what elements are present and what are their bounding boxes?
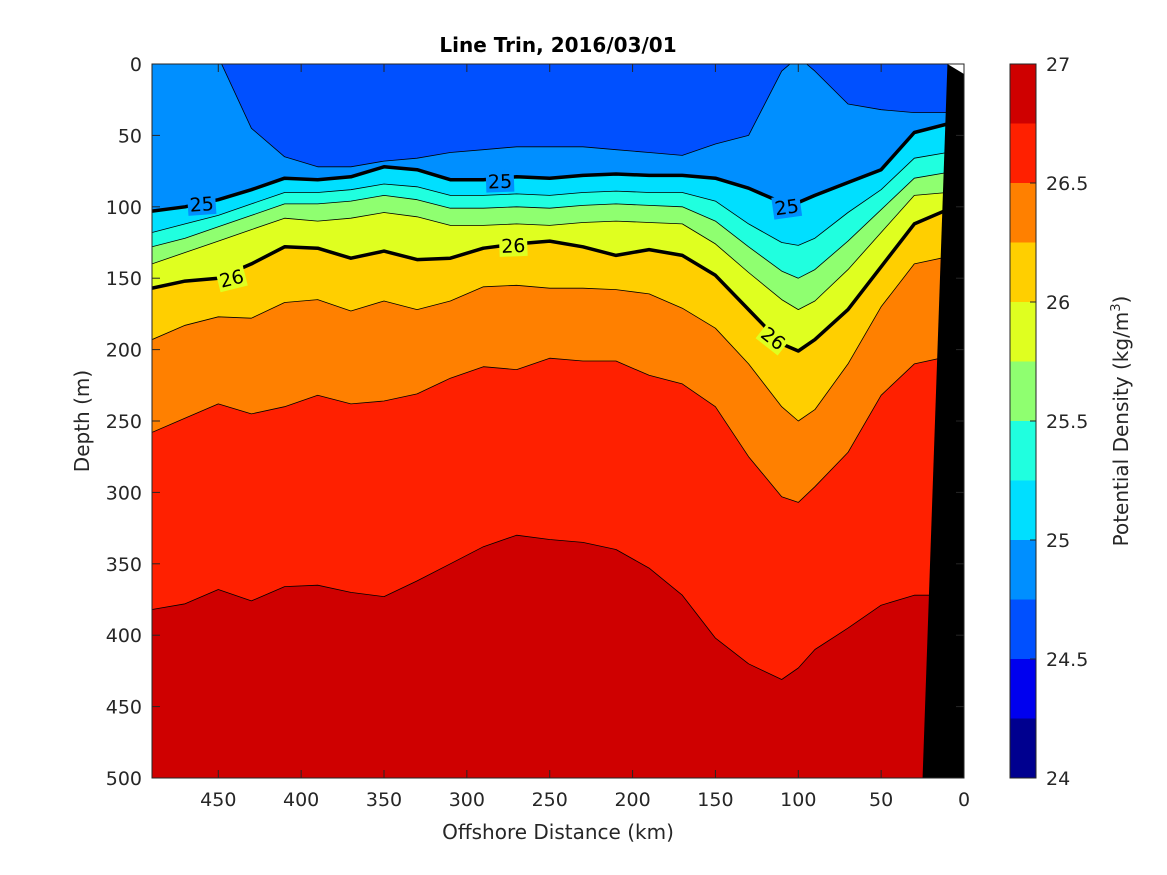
- density-band: [704, 64, 786, 76]
- isopycnal: [152, 192, 964, 310]
- x-tick-label: 0: [958, 789, 970, 811]
- chart-title: Line Trin, 2016/03/01: [439, 33, 676, 57]
- seafloor-mask: [922, 64, 964, 778]
- y-tick-label: 500: [106, 768, 142, 790]
- bathymetry-mask: [922, 64, 964, 778]
- contour-label-text: 25: [488, 171, 513, 194]
- colorbar-segment: [1010, 302, 1036, 362]
- y-tick-label: 100: [106, 197, 142, 219]
- colorbar-segment: [1010, 64, 1036, 124]
- density-band: [152, 535, 964, 778]
- bold-contour-lines: [152, 122, 964, 353]
- colorbar-tick-label: 24: [1046, 768, 1070, 790]
- colorbar-tick-label: 24.5: [1046, 649, 1088, 671]
- x-tick-label: 100: [780, 789, 816, 811]
- y-tick-label: 400: [106, 625, 142, 647]
- x-axis-label: Offshore Distance (km): [442, 820, 674, 844]
- y-tick-label: 150: [106, 268, 142, 290]
- y-tick-label: 250: [106, 411, 142, 433]
- colorbar-segment: [1010, 718, 1036, 778]
- x-tick-label: 350: [366, 789, 402, 811]
- y-axis-label: Depth (m): [70, 370, 94, 472]
- isopycnal: [152, 256, 964, 422]
- contour-label: 25: [485, 169, 515, 194]
- y-tick-label: 450: [106, 697, 142, 719]
- colorbar-tick-label: 26: [1046, 292, 1070, 314]
- colorbar-ticks: 24 24.5 25 25.5 26 26.5 27: [1030, 54, 1088, 790]
- colorbar-tick-label: 26.5: [1046, 173, 1088, 195]
- plot-area: [152, 64, 964, 778]
- contour-fills: [152, 64, 964, 778]
- x-axis: 450 400 350 300 250 200 150 100 50 0: [200, 64, 970, 811]
- contour-lines: [152, 64, 964, 680]
- colorbar-tick-label: 25.5: [1046, 411, 1088, 433]
- colorbar-segment: [1010, 599, 1036, 659]
- contour-label: 26: [498, 233, 528, 258]
- isopycnal: [152, 356, 964, 503]
- colorbar-segment: [1010, 659, 1036, 719]
- y-tick-label: 0: [130, 54, 142, 76]
- x-tick-label: 150: [697, 789, 733, 811]
- contour-label: 25: [186, 191, 217, 217]
- colorbar-tick-label: 27: [1046, 54, 1070, 76]
- y-tick-label: 200: [106, 340, 142, 362]
- surface-gap: [947, 64, 964, 74]
- contour-label-text: 25: [189, 193, 215, 217]
- bold-isopycnal: [152, 207, 964, 353]
- colorbar-tick-label: 25: [1046, 530, 1070, 552]
- x-tick-label: 450: [200, 789, 236, 811]
- x-tick-label: 250: [532, 789, 568, 811]
- x-tick-label: 300: [449, 789, 485, 811]
- isopycnal: [152, 172, 964, 279]
- y-tick-label: 50: [118, 125, 142, 147]
- y-tick-label: 350: [106, 554, 142, 576]
- colorbar-segment: [1010, 123, 1036, 183]
- contour-label-text: 26: [501, 235, 526, 258]
- colorbar-segment: [1010, 421, 1036, 481]
- colorbar-segment: [1010, 540, 1036, 600]
- colorbar-segment: [1010, 242, 1036, 302]
- contour-label: 25: [771, 193, 803, 220]
- isopycnal: [152, 152, 964, 246]
- y-tick-label: 300: [106, 482, 142, 504]
- colorbar: [1009, 63, 1037, 779]
- colorbar-segment: [1010, 480, 1036, 540]
- x-tick-label: 200: [614, 789, 650, 811]
- bold-isopycnal: [152, 122, 964, 213]
- x-tick-label: 400: [283, 789, 319, 811]
- y-axis: 0 50 100 150 200 250 300 350 400 450 500: [106, 54, 964, 790]
- isopycnal: [152, 534, 964, 680]
- colorbar-segment: [1010, 361, 1036, 421]
- contour-label-text: 25: [773, 195, 800, 220]
- isopycnal: [221, 64, 964, 168]
- x-tick-label: 50: [869, 789, 893, 811]
- density-band: [905, 64, 945, 76]
- colorbar-label: Potential Density (kg/m3): [1109, 296, 1133, 547]
- colorbar-segment: [1010, 183, 1036, 243]
